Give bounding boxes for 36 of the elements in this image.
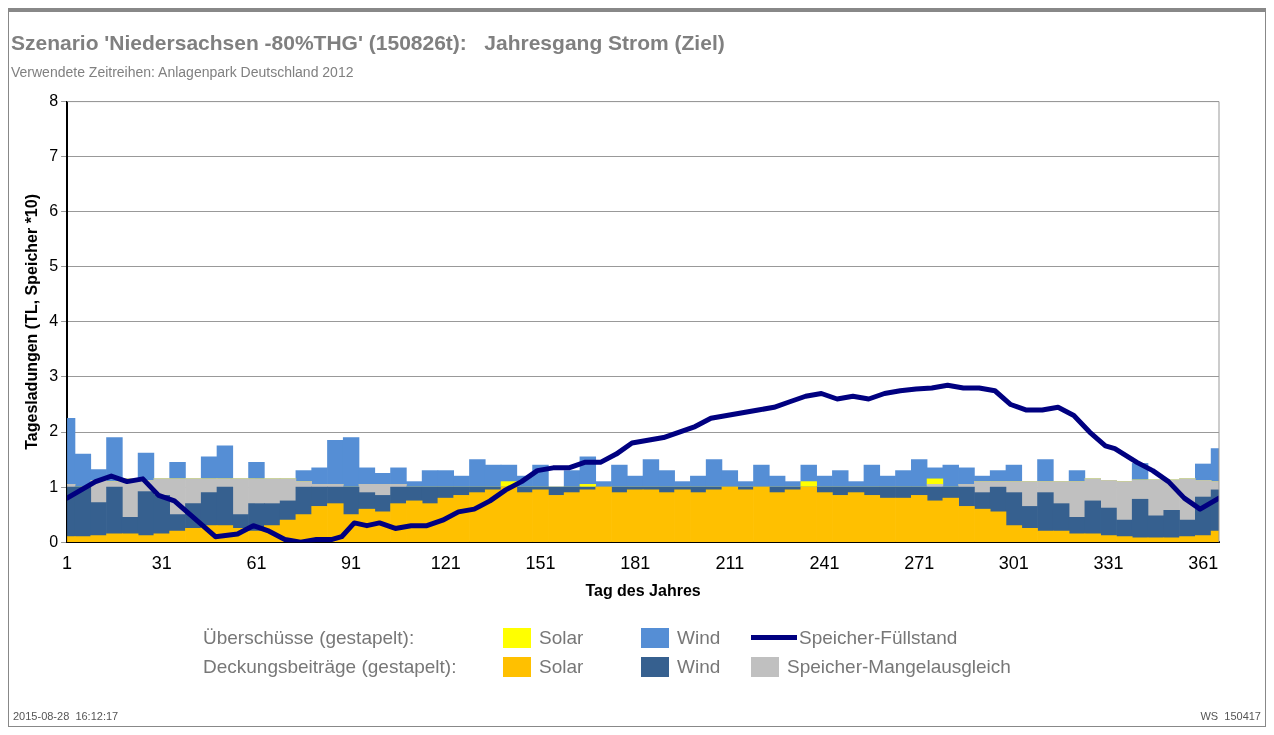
y-tick-label: 7 [49, 147, 59, 165]
text: Überschüsse (gestapelt): [203, 626, 416, 649]
x-axis-title: Tag des Jahres [585, 581, 701, 599]
x-tick-label: 31 [151, 552, 172, 573]
x-tick-label: 1 [62, 552, 73, 573]
legend-label: Solar [539, 655, 584, 678]
x-tick-label: 241 [809, 552, 840, 573]
x-tick-label: 331 [1093, 552, 1124, 573]
text: WS 150417 [1200, 710, 1261, 722]
chart-subtitle: Verwendete Zeitreihen: Anlagenpark Deutschland 2012 [11, 64, 354, 80]
x-tick-label: 211 [715, 552, 745, 573]
legend-label: Solar [539, 626, 584, 649]
legend-label: Speicher-Füllstand [799, 626, 958, 649]
x-tick-label: 151 [525, 552, 556, 573]
text: 2015-08-28 16:12:17 [13, 710, 119, 722]
x-tick-label: 361 [1188, 552, 1219, 573]
legend-label: Speicher-Mangelausgleich [787, 655, 1011, 678]
x-tick-label: 61 [246, 552, 267, 573]
text: Deckungsbeiträge (gestapelt): [203, 655, 458, 678]
x-tick-label: 91 [341, 552, 362, 573]
x-tick-label: 181 [620, 552, 651, 573]
y-tick-label: 2 [49, 422, 59, 440]
x-tick-label: 271 [904, 552, 935, 573]
y-tick-label: 1 [49, 477, 59, 495]
y-tick-label: 8 [49, 92, 59, 110]
x-tick-label: 121 [430, 552, 461, 573]
y-axis-title: Tagesladungen (TL, Speicher *10) [23, 194, 41, 450]
y-tick-label: 3 [49, 367, 59, 385]
y-tick-label: 6 [49, 202, 59, 220]
y-tick-label: 5 [49, 257, 59, 275]
legend-label: Wind [677, 655, 721, 678]
x-tick-label: 301 [998, 552, 1029, 573]
legend-label: Wind [677, 626, 721, 649]
y-tick-label: 4 [49, 312, 59, 330]
chart-title: Szenario 'Niedersachsen -80%THG' (150826t): Jahresgang Strom (Ziel) [11, 31, 725, 55]
y-tick-label: 0 [49, 532, 59, 550]
